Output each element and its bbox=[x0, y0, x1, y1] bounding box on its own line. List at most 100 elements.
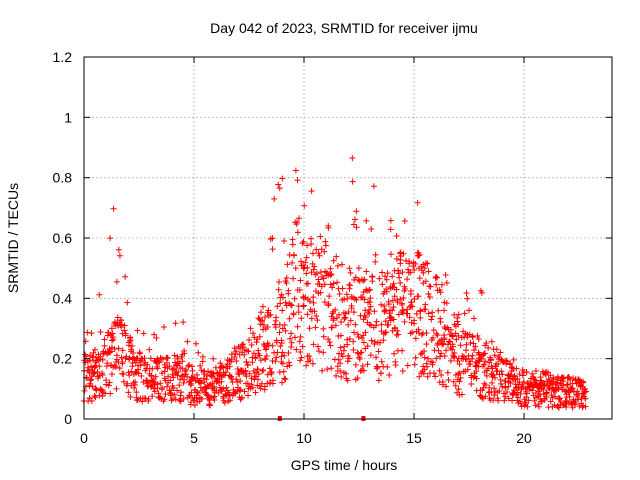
data-point bbox=[213, 378, 220, 385]
data-point bbox=[354, 375, 361, 382]
data-point bbox=[583, 388, 590, 395]
data-point bbox=[145, 397, 152, 404]
data-point bbox=[96, 392, 103, 399]
data-point bbox=[505, 395, 512, 402]
data-point bbox=[488, 379, 495, 386]
data-point bbox=[330, 280, 337, 287]
data-point bbox=[400, 250, 407, 257]
data-point bbox=[237, 378, 244, 385]
data-point bbox=[91, 370, 98, 377]
data-point bbox=[261, 314, 268, 321]
data-point bbox=[383, 286, 390, 293]
data-point bbox=[433, 273, 440, 280]
data-point bbox=[556, 395, 563, 402]
data-point bbox=[334, 279, 341, 286]
data-point bbox=[569, 385, 576, 392]
data-point bbox=[293, 346, 300, 353]
data-point bbox=[499, 371, 506, 378]
data-point bbox=[310, 299, 317, 306]
data-point bbox=[158, 384, 165, 391]
data-point bbox=[218, 378, 225, 385]
data-point bbox=[170, 374, 177, 381]
data-point bbox=[320, 275, 327, 282]
data-point bbox=[433, 330, 440, 337]
data-point bbox=[264, 324, 271, 331]
data-point bbox=[317, 289, 324, 296]
data-point bbox=[497, 380, 504, 387]
data-point bbox=[352, 216, 359, 223]
data-point bbox=[310, 341, 317, 348]
data-point bbox=[360, 277, 367, 284]
data-point bbox=[407, 269, 414, 276]
data-point bbox=[445, 376, 452, 383]
data-point bbox=[481, 380, 488, 387]
data-point bbox=[396, 274, 403, 281]
data-point bbox=[421, 348, 428, 355]
data-point bbox=[346, 285, 353, 292]
data-point bbox=[305, 280, 312, 287]
data-point bbox=[365, 287, 372, 294]
data-point bbox=[318, 283, 325, 290]
data-point bbox=[106, 379, 113, 386]
data-point bbox=[97, 353, 104, 360]
data-point bbox=[207, 402, 214, 409]
data-point bbox=[304, 242, 311, 249]
data-point bbox=[433, 281, 440, 288]
data-point bbox=[129, 343, 136, 350]
data-point bbox=[141, 355, 148, 362]
data-point bbox=[125, 369, 132, 376]
data-point bbox=[195, 349, 202, 356]
data-point bbox=[321, 299, 328, 306]
data-point bbox=[430, 334, 437, 341]
data-point bbox=[368, 225, 375, 232]
data-point bbox=[378, 321, 385, 328]
data-point bbox=[306, 325, 313, 332]
data-points bbox=[80, 154, 590, 421]
data-point bbox=[513, 365, 520, 372]
data-point bbox=[257, 321, 264, 328]
data-point bbox=[306, 352, 313, 359]
data-point bbox=[333, 372, 340, 379]
data-point bbox=[345, 352, 352, 359]
data-point bbox=[454, 358, 461, 365]
data-point bbox=[498, 368, 505, 375]
data-point bbox=[223, 369, 230, 376]
data-point bbox=[332, 322, 339, 329]
data-point bbox=[255, 370, 262, 377]
y-tick-label: 0.8 bbox=[53, 170, 73, 186]
data-point bbox=[514, 394, 521, 401]
data-point bbox=[367, 303, 374, 310]
data-point bbox=[109, 330, 116, 337]
data-point bbox=[350, 346, 357, 353]
data-point bbox=[325, 222, 332, 229]
data-point bbox=[88, 363, 95, 370]
data-point bbox=[337, 332, 344, 339]
data-point bbox=[441, 336, 448, 343]
data-point bbox=[399, 367, 406, 374]
data-point bbox=[303, 254, 310, 261]
data-point bbox=[575, 396, 582, 403]
data-point bbox=[295, 309, 302, 316]
data-point bbox=[264, 371, 271, 378]
data-point bbox=[304, 311, 311, 318]
data-point bbox=[96, 291, 103, 298]
data-point bbox=[363, 217, 370, 224]
data-point bbox=[115, 345, 122, 352]
data-point bbox=[400, 295, 407, 302]
data-point bbox=[395, 331, 402, 338]
data-point bbox=[206, 393, 213, 400]
data-point bbox=[253, 369, 260, 376]
data-point bbox=[373, 365, 380, 372]
data-point bbox=[126, 354, 133, 361]
data-point bbox=[507, 371, 514, 378]
data-point bbox=[423, 341, 430, 348]
data-point bbox=[485, 344, 492, 351]
data-point bbox=[277, 300, 284, 307]
data-point bbox=[83, 375, 90, 382]
data-point bbox=[271, 195, 278, 202]
data-point bbox=[257, 357, 264, 364]
data-point bbox=[272, 317, 279, 324]
data-point bbox=[541, 396, 548, 403]
data-point bbox=[443, 347, 450, 354]
